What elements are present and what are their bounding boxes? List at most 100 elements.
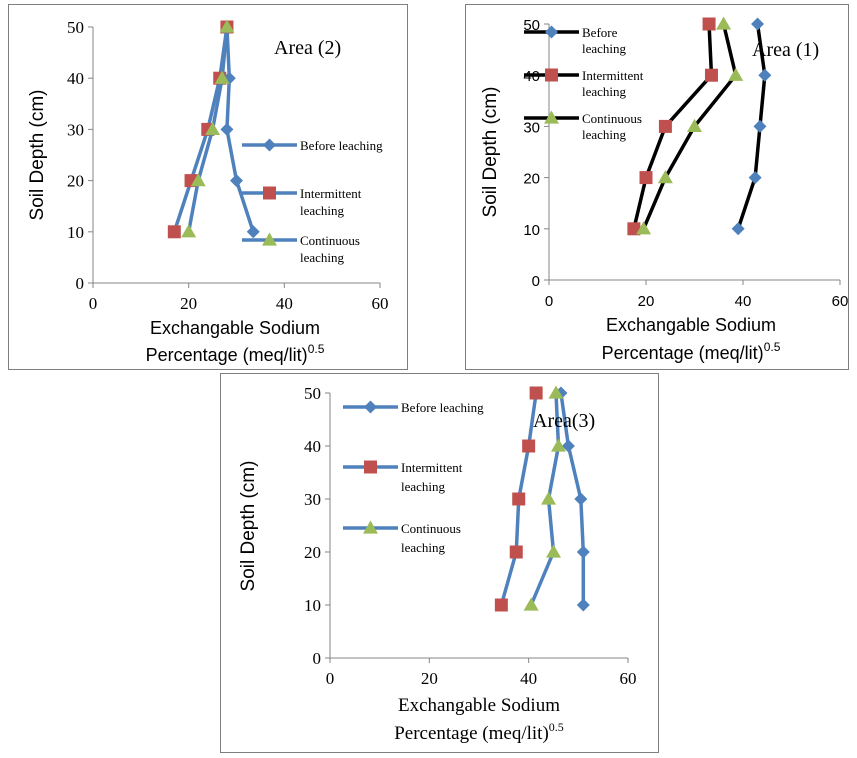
chart-panel-area-3: [220, 373, 659, 753]
x-tick-label: 0: [326, 669, 335, 688]
x-tick-label: 60: [620, 669, 637, 688]
x-tick-label: 0: [545, 293, 553, 310]
data-point: [246, 225, 260, 239]
x-tick-label: 40: [520, 669, 537, 688]
data-point: [494, 598, 508, 612]
data-point: [230, 174, 243, 188]
legend-label: Before leaching: [300, 138, 383, 153]
data-point: [529, 386, 543, 400]
legend-label: leaching: [300, 250, 345, 265]
legend-label: Intermittent: [401, 460, 463, 475]
data-point: [658, 119, 672, 133]
y-tick-label: 50: [67, 18, 84, 37]
x-tick-label: 60: [372, 294, 389, 313]
y-tick-label: 50: [523, 17, 540, 34]
legend-marker: [364, 460, 377, 474]
legend-label: Before leaching: [401, 400, 484, 415]
y-axis-label: Soil Depth (cm): [238, 461, 259, 592]
data-point: [657, 170, 673, 184]
x-axis-label-superscript: 0.5: [308, 342, 325, 356]
data-point: [728, 67, 744, 81]
data-point: [716, 16, 732, 30]
x-tick-label: 40: [276, 294, 293, 313]
y-tick-label: 40: [304, 437, 321, 456]
y-tick-label: 10: [304, 596, 321, 615]
data-point: [522, 439, 536, 453]
data-point: [546, 544, 561, 558]
legend-label: leaching: [401, 479, 446, 494]
legend-label: leaching: [401, 540, 446, 555]
legend-label: Before: [582, 25, 618, 40]
chart-panel-area-2: [8, 4, 408, 370]
legend-label: leaching: [582, 41, 627, 56]
area-label: Area (2): [274, 37, 341, 59]
area-label: Area (1): [752, 39, 819, 61]
series-line-2: [632, 23, 714, 230]
legend-marker: [263, 186, 276, 200]
data-point: [220, 122, 234, 136]
x-tick-label: 60: [832, 293, 849, 310]
y-tick-label: 30: [67, 120, 84, 139]
y-tick-label: 50: [304, 384, 321, 403]
x-axis-label-text: Percentage (meq/lit): [394, 723, 549, 744]
x-axis-label-line2: Percentage (meq/lit)0.5: [602, 340, 781, 363]
y-tick-label: 0: [76, 274, 85, 293]
y-tick-label: 30: [304, 490, 321, 509]
data-point: [561, 439, 575, 453]
series-line-3: [641, 23, 738, 230]
data-point: [181, 224, 197, 238]
data-point: [219, 19, 235, 33]
x-axis-label-text: Percentage (meq/lit): [146, 345, 308, 365]
legend-label: Intermittent: [582, 68, 644, 83]
y-tick-label: 20: [523, 171, 540, 188]
x-axis-label-line1: Exchangable Sodium: [606, 315, 776, 335]
legend-marker: [364, 400, 377, 414]
legend-marker: [544, 110, 559, 124]
x-tick-label: 40: [735, 293, 752, 310]
data-point: [523, 597, 539, 611]
data-point: [639, 171, 653, 185]
data-point: [548, 385, 564, 399]
data-point: [702, 17, 716, 31]
y-tick-label: 0: [532, 273, 540, 290]
x-axis-label-text: Percentage (meq/lit): [602, 343, 764, 363]
y-tick-label: 10: [67, 223, 84, 242]
data-point: [509, 545, 523, 559]
area-label: Area(3): [533, 410, 595, 432]
data-point: [214, 70, 230, 84]
y-tick-label: 40: [67, 69, 84, 88]
data-point: [731, 222, 745, 236]
data-point: [550, 438, 566, 452]
y-axis-label: Soil Depth (cm): [480, 87, 501, 218]
data-point: [636, 221, 652, 235]
series-line-2: [172, 26, 229, 233]
data-point: [687, 118, 702, 133]
data-point: [574, 492, 588, 506]
legend-label: Continuous: [401, 521, 461, 536]
x-axis-label-line1: Exchangable Sodium: [398, 695, 560, 716]
legend-label: leaching: [582, 127, 627, 142]
chart-panel-area-1: [465, 4, 849, 370]
data-point: [541, 491, 557, 505]
x-tick-label: 20: [180, 294, 197, 313]
data-point: [751, 17, 765, 31]
data-point: [753, 119, 767, 133]
data-point: [748, 171, 762, 185]
legend-label: Continuous: [582, 111, 642, 126]
x-axis-label-line2: Percentage (meq/lit)0.5: [146, 342, 325, 365]
x-axis-label-superscript: 0.5: [764, 340, 781, 354]
legend-label: leaching: [582, 84, 627, 99]
data-point: [190, 173, 206, 187]
x-tick-label: 20: [421, 669, 438, 688]
y-tick-label: 20: [67, 172, 84, 191]
data-point: [704, 68, 718, 82]
data-point: [576, 545, 590, 559]
y-tick-label: 30: [523, 119, 540, 136]
y-tick-label: 20: [304, 543, 321, 562]
legend-marker: [545, 25, 558, 39]
chart-1: 0 10 20 30 40 50 0 20 40 60 Soil Depth (cm) Exchang…: [27, 18, 389, 365]
chart-3: 0 10 20 30 40 50 0 20 40 60 Soil Depth (cm) Exchang…: [238, 384, 637, 744]
data-point: [576, 598, 590, 612]
